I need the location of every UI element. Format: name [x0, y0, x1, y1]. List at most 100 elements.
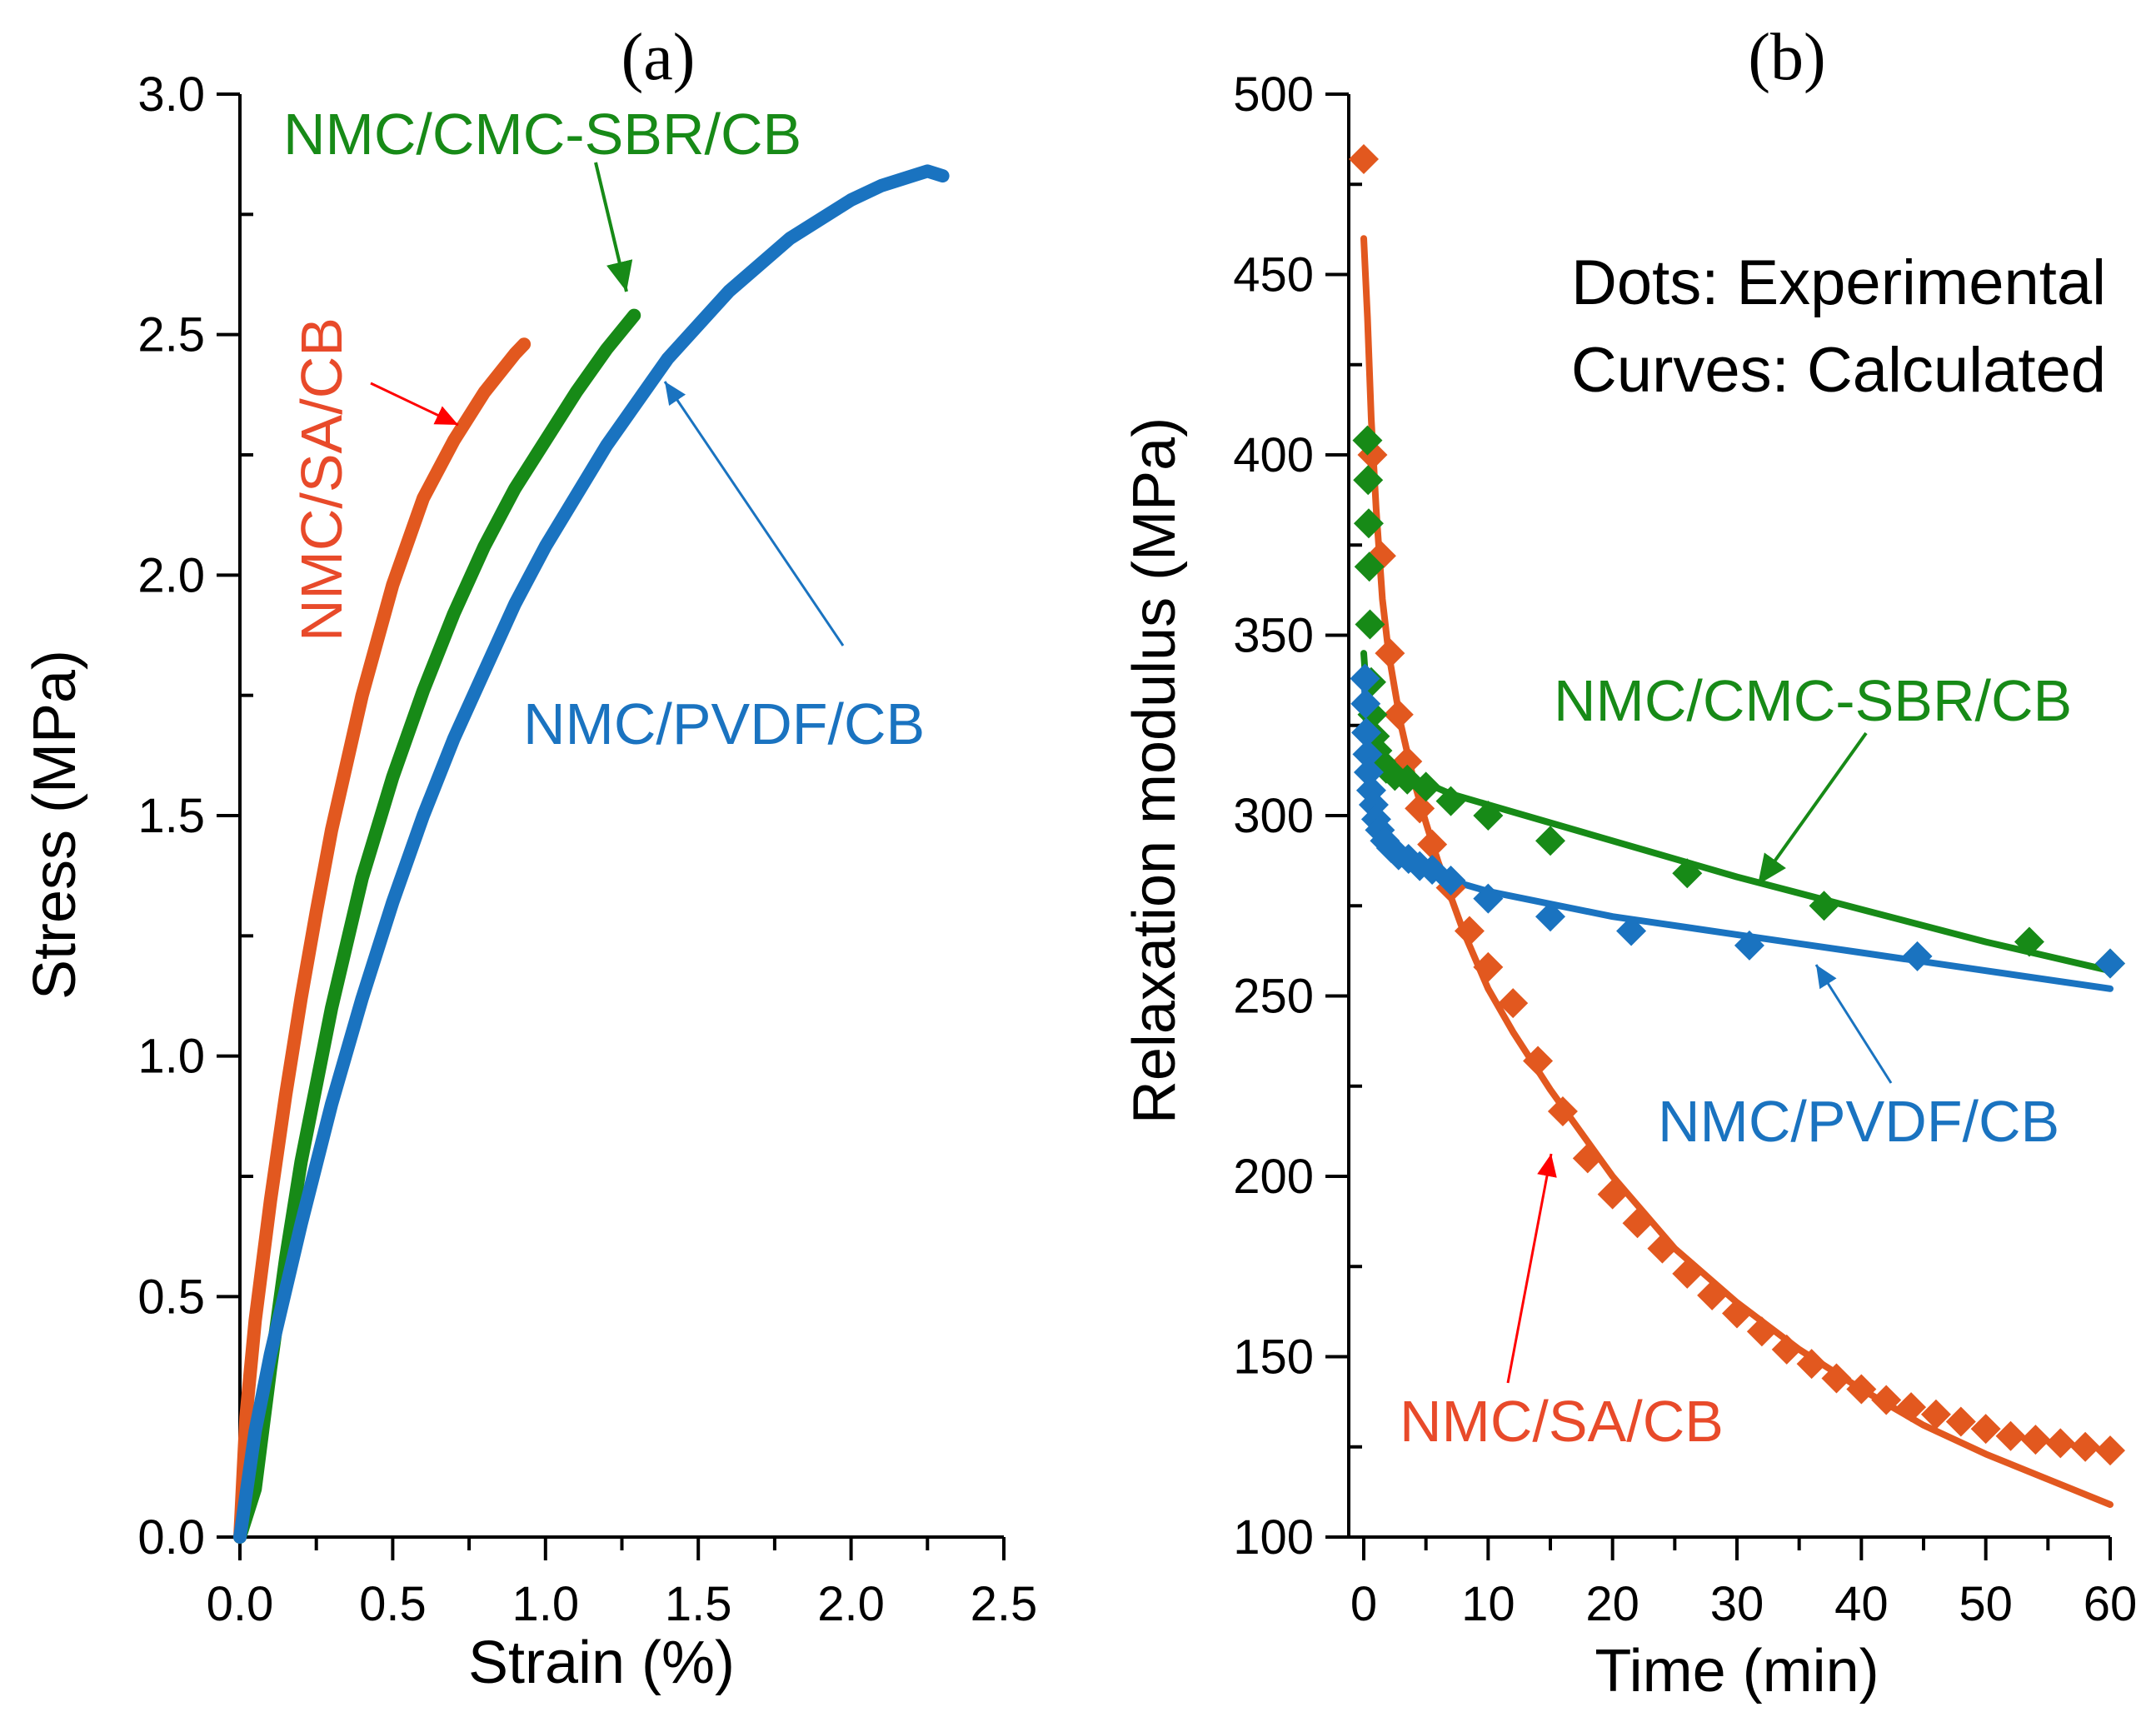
panel-b-point-pvdf	[1350, 663, 1380, 694]
panel-b-point-sa	[1995, 1420, 2026, 1451]
panel-a-label-pvdf: NMC/PVDF/CB	[523, 691, 925, 756]
panel-b-point-sa	[1896, 1392, 1927, 1423]
panel-b-point-sa	[1498, 988, 1529, 1019]
panel-b-fit-sa	[1360, 235, 2114, 1508]
panel-b-point-sa	[1454, 916, 1485, 946]
panel-b-point-sa	[1796, 1349, 1827, 1380]
panel-b-point-cmc	[1354, 552, 1385, 582]
panel-b-point-sa	[1920, 1399, 1951, 1430]
panel-b-point-sa	[1473, 951, 1504, 982]
panel-a-axes: 0.0 0.5 1.0 1.5 2.0 2.5 0.0 0.5 1.0 1.5 2.0 2.5 3.0	[137, 67, 1037, 1631]
panel-b-point-sa	[2095, 1435, 2125, 1466]
panel-b-point-sa	[1871, 1385, 1902, 1415]
panel-a-y-tick-label: 1.0	[137, 1030, 205, 1084]
panel-b-point-cmc	[1410, 771, 1441, 802]
panel-b-x-tick-label: 0	[1350, 1577, 1377, 1631]
panel-a-curve-sa	[233, 337, 532, 1544]
panel-b-point-sa	[1846, 1374, 1877, 1405]
panel-b-x-tick-label: 30	[1710, 1577, 1764, 1631]
panel-b-y-tick-label: 100	[1233, 1510, 1314, 1565]
panel-b-point-sa	[1722, 1298, 1752, 1329]
panel-b: (b) 0 10 20 30 40 50 60 100 150 200 250 300 350 400 45…	[1121, 21, 2137, 1705]
panel-b-y-tick-label: 300	[1233, 789, 1314, 843]
panel-a-arrow-cmc	[594, 162, 633, 292]
panel-a-curves	[233, 164, 950, 1544]
panel-a-x-axis-title: Strain (%)	[468, 1630, 735, 1696]
panel-b-arrow-pvdf	[1814, 964, 1893, 1084]
panel-b-point-sa	[1547, 1096, 1578, 1127]
panel-b-y-tick-label: 200	[1233, 1150, 1314, 1204]
panel-b-point-sa	[1622, 1208, 1653, 1239]
panel-b-y-tick-label: 400	[1233, 428, 1314, 482]
panel-b-point-sa	[1405, 793, 1435, 824]
panel-b-axes: 0 10 20 30 40 50 60 100 150 200 250 300 350 400 450 500	[1233, 67, 2137, 1631]
panel-b-arrow-sa	[1506, 1153, 1557, 1384]
panel-b-point-sa	[1417, 829, 1448, 860]
panel-b-label: (b)	[1748, 21, 1825, 94]
panel-a-y-tick-label: 1.5	[137, 789, 205, 843]
panel-b-y-tick-label: 250	[1233, 970, 1314, 1024]
panel-b-point-cmc	[2014, 926, 2044, 957]
panel-b-note-calculated: Curves: Calculated	[1571, 335, 2106, 406]
panel-b-x-tick-label: 50	[1959, 1577, 2013, 1631]
panel-b-x-tick-label: 40	[1834, 1577, 1889, 1631]
panel-a-y-axis-title: Stress (MPa)	[22, 650, 88, 1000]
panel-b-point-sa	[1672, 1258, 1703, 1289]
panel-b-point-pvdf	[1353, 757, 1384, 788]
panel-a-x-tick-label: 2.0	[817, 1577, 885, 1631]
panel-b-point-sa	[1597, 1179, 1628, 1210]
panel-b-label-sa: NMC/SA/CB	[1400, 1389, 1724, 1454]
panel-a-y-tick-label: 2.5	[137, 308, 205, 362]
panel-b-point-sa	[1771, 1334, 1802, 1365]
panel-b-label-pvdf: NMC/PVDF/CB	[1658, 1089, 2059, 1154]
panel-b-point-cmc	[1473, 801, 1504, 831]
panel-b-x-tick-label: 20	[1585, 1577, 1639, 1631]
panel-b-point-cmc	[1353, 465, 1384, 496]
panel-b-point-cmc	[1809, 891, 1839, 921]
panel-b-point-sa	[1746, 1316, 1777, 1347]
panel-b-point-pvdf	[1350, 717, 1381, 748]
panel-b-point-sa	[2070, 1431, 2101, 1462]
panel-b-point-sa	[1647, 1233, 1678, 1264]
panel-b-x-tick-label: 10	[1461, 1577, 1515, 1631]
panel-a-arrow-sa	[370, 382, 459, 427]
panel-b-x-axis-title: Time (min)	[1595, 1638, 1879, 1705]
panel-b-point-cmc	[1355, 609, 1385, 640]
panel-a-x-tick-label: 0.5	[359, 1577, 427, 1631]
panel-b-point-pvdf	[1616, 916, 1647, 946]
panel-b-point-sa	[1945, 1406, 1976, 1437]
panel-b-point-sa	[1970, 1414, 2001, 1445]
panel-a-label: (a)	[621, 21, 696, 94]
panel-a-x-tick-label: 2.5	[971, 1577, 1038, 1631]
panel-b-y-tick-label: 150	[1233, 1330, 1314, 1385]
panel-b-y-axis-title: Relaxation modulus (MPa)	[1121, 417, 1188, 1124]
panel-a-x-tick-label: 1.0	[512, 1577, 579, 1631]
panel-b-x-tick-label: 60	[2084, 1577, 2138, 1631]
panel-a-y-tick-label: 0.0	[137, 1510, 205, 1565]
panel-a-x-tick-label: 0.0	[207, 1577, 274, 1631]
panel-b-point-sa	[2020, 1425, 2051, 1455]
panel-b-point-cmc	[1352, 425, 1383, 456]
panel-b-point-cmc	[1435, 786, 1466, 816]
panel-b-point-cmc	[1535, 826, 1565, 856]
panel-b-point-pvdf	[1350, 688, 1381, 719]
panel-a-y-tick-label: 2.0	[137, 548, 205, 602]
panel-b-note-experimental: Dots: Experimental	[1571, 247, 2106, 318]
panel-a-label-cmc: NMC/CMC-SBR/CB	[283, 102, 801, 167]
panel-b-arrow-cmc	[1756, 731, 1868, 886]
panel-a-arrow-pvdf	[663, 381, 845, 646]
panel-a-label-sa: NMC/SA/CB	[289, 317, 354, 641]
panel-b-point-sa	[1572, 1143, 1603, 1174]
panel-b-y-tick-label: 350	[1233, 609, 1314, 663]
panel-a: (a) 0.0 0.5 1.0 1.5 2.0 2.5 0.0 0.5 1.0 1.5 2.0 2.5…	[22, 21, 1037, 1696]
panel-b-point-sa	[1697, 1280, 1728, 1310]
panel-b-point-pvdf	[1435, 865, 1466, 896]
panel-b-point-sa	[1375, 638, 1405, 669]
panel-b-point-sa	[2045, 1428, 2076, 1459]
panel-a-curve-pvdf	[233, 164, 950, 1544]
panel-b-markers	[1349, 143, 2125, 1466]
panel-a-x-tick-label: 1.5	[665, 1577, 732, 1631]
panel-b-point-pvdf	[1535, 901, 1565, 932]
panel-b-point-pvdf	[1734, 930, 1764, 961]
